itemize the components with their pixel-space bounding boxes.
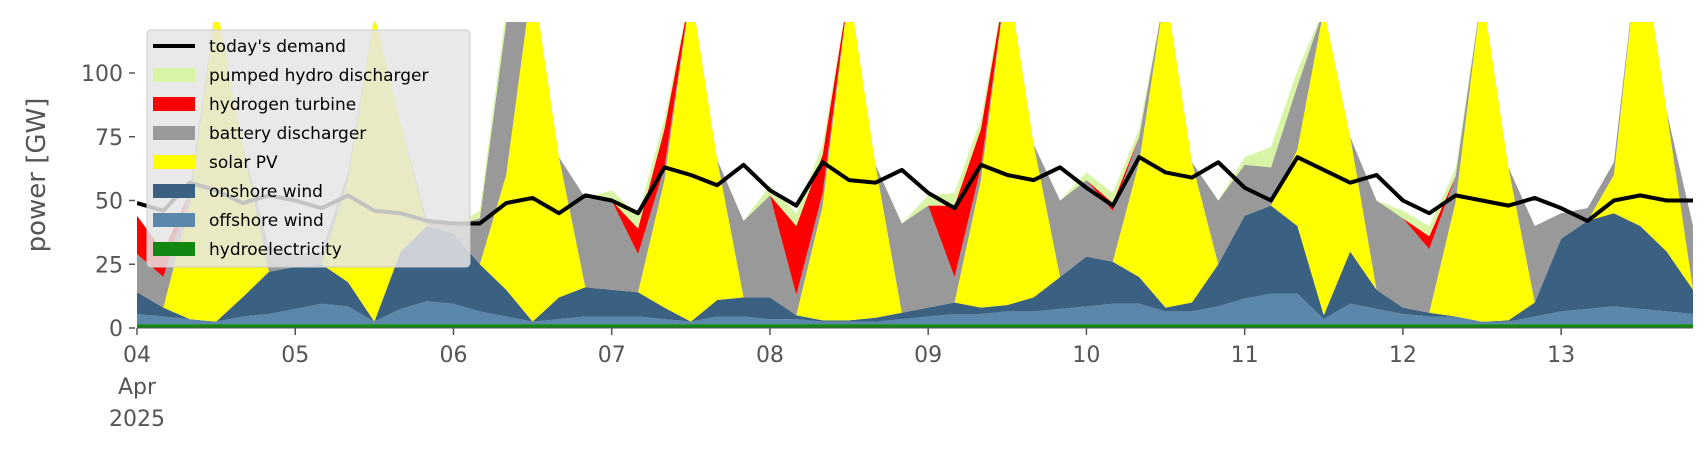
- legend-swatch: [153, 97, 195, 111]
- x-tick-label: 12: [1389, 343, 1417, 368]
- x-tick-label: 05: [281, 343, 309, 368]
- x-tick-sublabel: 2025: [109, 407, 165, 432]
- area-2: [137, 205, 1693, 322]
- area-1: [137, 293, 1693, 325]
- y-tick-label: 75: [95, 126, 123, 151]
- legend-label: solar PV: [209, 153, 278, 173]
- x-tick-label: 04: [123, 343, 151, 368]
- legend-swatch: [153, 68, 195, 82]
- x-tick-label: 06: [439, 343, 467, 368]
- x-tick-label: 08: [756, 343, 784, 368]
- legend-swatch: [153, 155, 195, 169]
- legend-label: today's demand: [209, 37, 346, 57]
- legend-swatch: [153, 126, 195, 140]
- x-tick-sublabel: Apr: [118, 375, 157, 400]
- legend-label: offshore wind: [209, 211, 324, 231]
- legend-label: pumped hydro discharger: [209, 66, 428, 86]
- legend-label: onshore wind: [209, 182, 323, 202]
- legend-swatch: [153, 242, 195, 256]
- x-tick-label: 09: [914, 343, 942, 368]
- legend-label: hydroelectricity: [209, 240, 342, 260]
- y-tick-label: 0: [109, 317, 123, 342]
- y-tick-label: 50: [95, 190, 123, 215]
- legend-swatch: [153, 184, 195, 198]
- x-tick-label: 13: [1547, 343, 1575, 368]
- x-tick-label: 07: [598, 343, 626, 368]
- x-tick-label: 11: [1231, 343, 1259, 368]
- legend-label: hydrogen turbine: [209, 95, 356, 115]
- legend-box: [146, 29, 471, 268]
- legend-swatch: [153, 213, 195, 227]
- y-tick-label: 25: [95, 253, 123, 278]
- legend: today's demand pumped hydro discharger hyd…: [146, 29, 471, 268]
- area-0: [137, 324, 1693, 328]
- y-axis-label: power [GW]: [22, 98, 52, 253]
- y-tick-label: 100: [81, 62, 123, 87]
- area-4: [137, 22, 1693, 316]
- legend-label: battery discharger: [209, 124, 366, 144]
- area-3: [137, 22, 1693, 322]
- x-tick-label: 10: [1072, 343, 1100, 368]
